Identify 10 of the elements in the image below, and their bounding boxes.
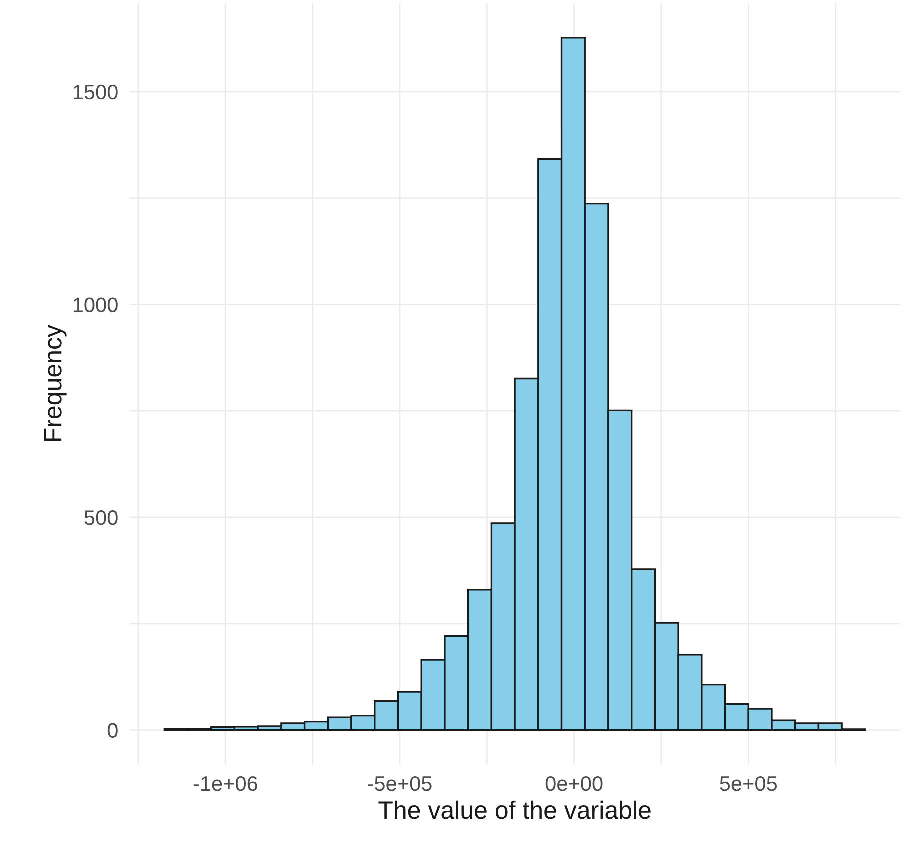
x-tick-label: -5e+05 [368, 776, 432, 792]
y-tick-label: 500 [84, 510, 118, 526]
y-tick-label: 1500 [74, 84, 118, 100]
y-axis-title: Frequency [44, 325, 67, 442]
x-tick-label: -1e+06 [194, 776, 258, 792]
x-tick-label: 5e+05 [720, 776, 778, 792]
y-tick-label: 1000 [74, 298, 118, 312]
x-tick-label: 0e+00 [546, 776, 603, 792]
y-tick-label: 0 [108, 723, 118, 738]
x-axis-title: The value of the variable [378, 800, 651, 820]
